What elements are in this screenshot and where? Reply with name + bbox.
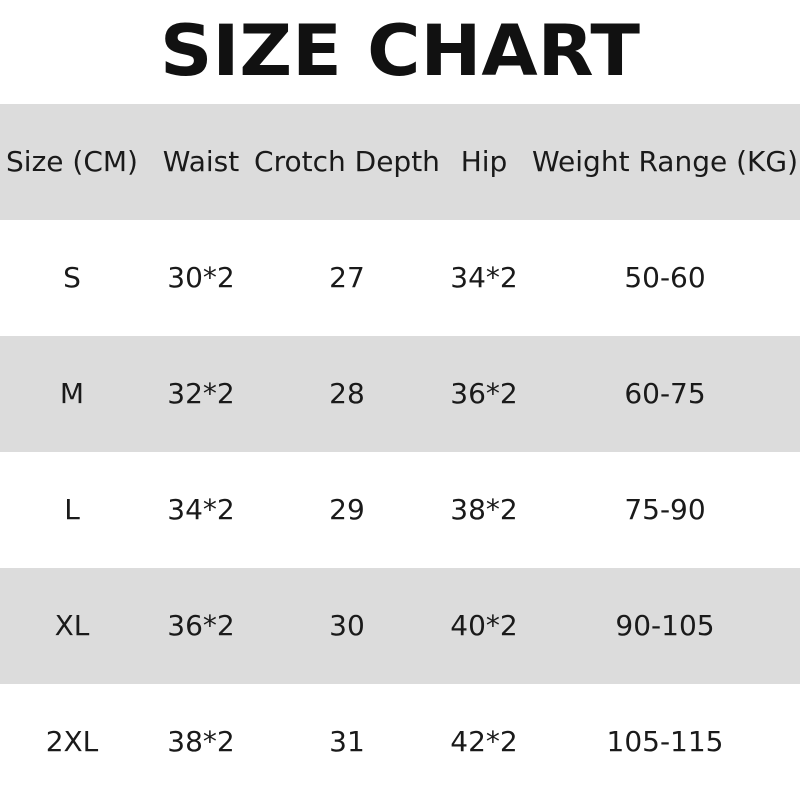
row-bg	[0, 220, 800, 336]
title: SIZE CHART	[160, 10, 640, 92]
header-cell: Crotch Depth	[254, 145, 440, 178]
table-cell: 42*2	[450, 725, 517, 758]
table-cell: 27	[329, 261, 365, 294]
row-bg	[0, 568, 800, 684]
table-cell: XL	[55, 609, 90, 642]
table-cell: 31	[329, 725, 365, 758]
header-cell: Hip	[461, 145, 508, 178]
table-cell: 90-105	[615, 609, 714, 642]
table-cell: 30	[329, 609, 365, 642]
header-cell: Size (CM)	[6, 145, 138, 178]
header-cell: Waist	[163, 145, 239, 178]
table: Size (CM) Waist Crotch Depth Hip Weight Rang…	[0, 104, 800, 800]
header-cell: Weight Range (KG)	[532, 145, 798, 178]
table-cell: M	[60, 377, 84, 410]
table-cell: 36*2	[450, 377, 517, 410]
table-cell: 34*2	[167, 493, 234, 526]
table-cell: 2XL	[46, 725, 99, 758]
table-cell: 105-115	[607, 725, 724, 758]
table-cell: 30*2	[167, 261, 234, 294]
row-bg	[0, 452, 800, 568]
table-cell: 32*2	[167, 377, 234, 410]
row-bg	[0, 336, 800, 452]
table-cell: L	[64, 493, 80, 526]
table-cell: 34*2	[450, 261, 517, 294]
header-row-bg	[0, 104, 800, 220]
row-bg	[0, 684, 800, 800]
table-cell: S	[63, 261, 81, 294]
table-cell: 75-90	[624, 493, 705, 526]
table-cell: 36*2	[167, 609, 234, 642]
table-cell: 38*2	[450, 493, 517, 526]
table-cell: 50-60	[624, 261, 705, 294]
table-cell: 38*2	[167, 725, 234, 758]
table-cell: 28	[329, 377, 365, 410]
table-cell: 40*2	[450, 609, 517, 642]
table-cell: 29	[329, 493, 365, 526]
table-cell: 60-75	[624, 377, 705, 410]
